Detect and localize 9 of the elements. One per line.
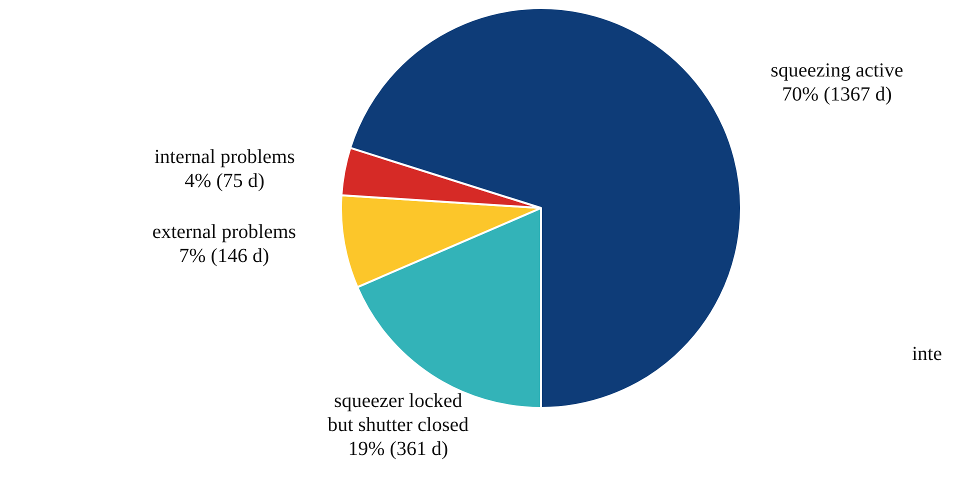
slice-label: squeezing active xyxy=(770,60,904,82)
slice-label: internal problems xyxy=(154,146,296,168)
data-label: 7% (146 d) xyxy=(179,245,270,268)
slice-label: external problems xyxy=(152,221,296,244)
data-label: 70% (1367 d) xyxy=(782,84,892,106)
slice-label: squeezer locked but shutter closed xyxy=(328,390,469,436)
text: inte xyxy=(912,343,942,365)
data-label: 19% (361 d) xyxy=(348,438,448,460)
data-label: 4% (75 d) xyxy=(184,170,265,192)
